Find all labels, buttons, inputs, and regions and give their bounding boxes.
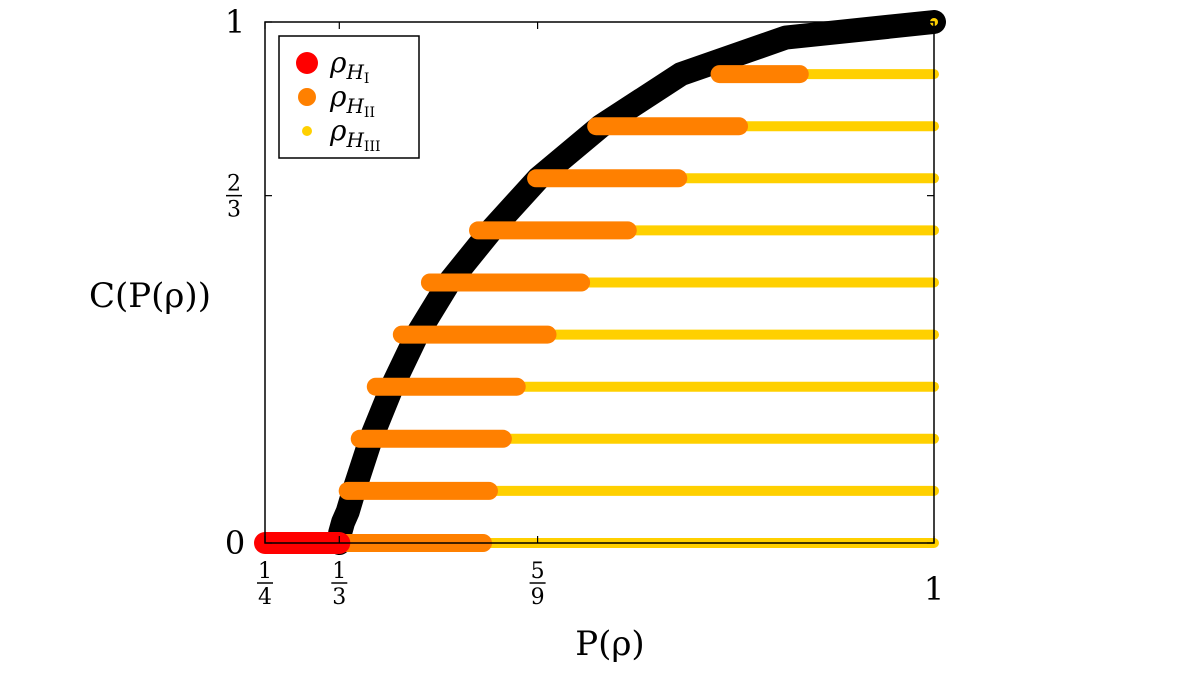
legend-label-1-subsub: II [364,105,375,121]
x-tick-label-0-num: 1 [258,559,272,584]
legend-label-2-subsub: III [364,139,381,155]
x-tick-label-2-den: 9 [531,585,545,610]
legend-label-2: ρHIII [329,114,381,155]
y-tick-label-1: 23 [226,172,242,223]
x-tick-label-1: 13 [331,559,348,610]
y-axis-label: C(P(ρ)) [89,276,211,316]
x-tick-label-0-den: 4 [258,585,272,610]
legend-label-0: ρHI [329,46,369,87]
legend-marker-1 [298,88,316,106]
legend-label-1-base: ρ [329,80,347,113]
legend-label-0-subsub: I [364,71,370,87]
x-tick-label-2: 59 [529,559,546,610]
legend-label-0-sub: H [345,60,364,84]
y-tick-label-0: 0 [225,524,245,562]
legend-label-2-sub: H [345,128,364,152]
x-tick-label-1-num: 1 [332,559,346,584]
plot-frame [264,21,935,544]
legend-marker-2 [302,126,312,136]
y-tick-label-1-num: 2 [227,172,241,197]
x-tick-label-0: 14 [257,559,273,610]
legend-marker-0 [296,52,318,74]
x-axis-label: P(ρ) [575,624,644,664]
legend-label-1: ρHII [329,80,375,121]
x-tick-label-1-den: 3 [332,585,346,610]
legend-label-2-base: ρ [329,114,347,147]
x-tick-label-3: 1 [924,570,944,608]
x-tick-label-2-num: 5 [531,559,545,584]
legend-label-1-sub: H [345,94,364,118]
legend-label-0-base: ρ [329,46,347,79]
y-tick-label-1-den: 3 [227,198,241,223]
y-tick-label-2: 1 [225,3,245,41]
